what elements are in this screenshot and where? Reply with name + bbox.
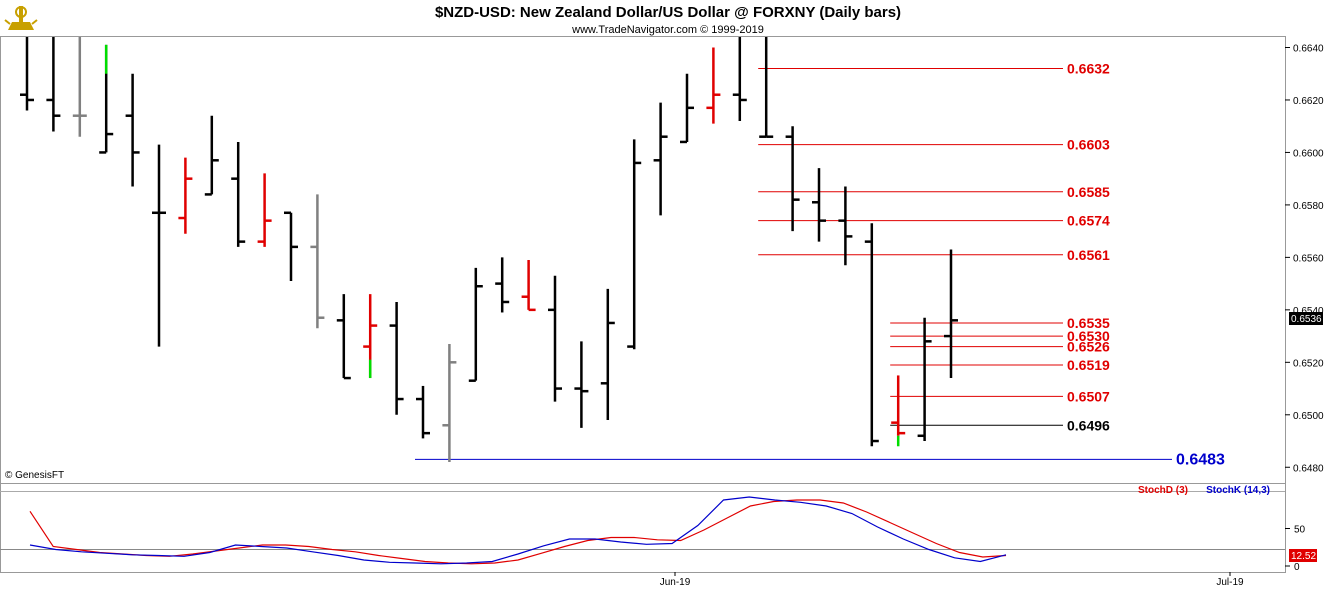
stoch-panel-frame	[0, 483, 1286, 573]
stochd-legend: StochD (3)	[1138, 485, 1188, 496]
price-y-tick-label: 0.6600	[1293, 148, 1324, 159]
price-y-tick-label: 0.6580	[1293, 201, 1324, 212]
logo-icon	[4, 6, 38, 30]
watermark: © GenesisFT	[5, 470, 64, 481]
level-label: 0.6496	[1067, 417, 1110, 433]
x-axis: Jun-19 Jul-19	[660, 572, 1244, 588]
level-label: 0.6519	[1067, 357, 1110, 373]
chart-subtitle: www.TradeNavigator.com © 1999-2019	[571, 24, 764, 36]
stoch-lines	[29, 496, 1007, 565]
price-y-tick-label: 0.6640	[1293, 43, 1324, 54]
level-label: 0.6574	[1067, 213, 1110, 229]
stoch-y-tick-label: 0	[1294, 562, 1300, 573]
stoch-series-line	[29, 499, 1007, 565]
price-bars	[20, 37, 958, 463]
level-label: 0.6483	[1176, 451, 1225, 468]
level-label: 0.6526	[1067, 339, 1110, 355]
stoch-series-line	[29, 496, 1007, 565]
level-label: 0.6507	[1067, 388, 1110, 404]
stochk-legend: StochK (14,3)	[1206, 485, 1270, 496]
x-tick-label: Jun-19	[660, 577, 691, 588]
level-label: 0.6561	[1067, 247, 1110, 263]
stoch-last-tag	[1289, 549, 1317, 562]
stoch-last-label: 12.52	[1291, 551, 1316, 562]
level-label: 0.6530	[1067, 328, 1110, 344]
last-price-tag	[1289, 312, 1323, 325]
price-levels: 0.66320.66030.65850.65740.65610.65350.65…	[415, 60, 1225, 468]
price-y-tick-label: 0.6540	[1293, 306, 1324, 317]
price-y-tick-label: 0.6520	[1293, 358, 1324, 369]
level-label: 0.6535	[1067, 315, 1110, 331]
price-y-tick-label: 0.6620	[1293, 96, 1324, 107]
price-y-tick-label: 0.6560	[1293, 253, 1324, 264]
x-tick-label: Jul-19	[1216, 577, 1244, 588]
level-label: 0.6603	[1067, 137, 1110, 153]
chart-title: $NZD-USD: New Zealand Dollar/US Dollar @…	[435, 4, 901, 21]
level-label: 0.6632	[1067, 60, 1110, 76]
price-y-tick-label: 0.6500	[1293, 411, 1324, 422]
price-y-tick-label: 0.6480	[1293, 463, 1324, 474]
price-y-axis: 0.66400.66200.66000.65800.65600.65400.65…	[1285, 43, 1324, 474]
stoch-y-tick-label: 50	[1294, 525, 1306, 536]
stoch-y-axis: 50 0	[1285, 525, 1306, 573]
last-price-label: 0.6536	[1291, 314, 1322, 325]
level-label: 0.6585	[1067, 184, 1110, 200]
